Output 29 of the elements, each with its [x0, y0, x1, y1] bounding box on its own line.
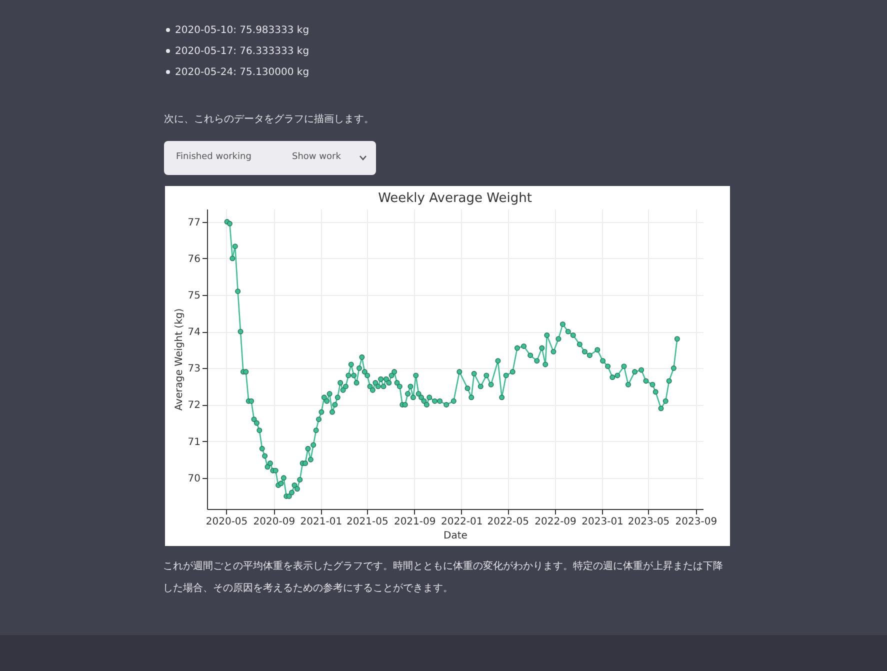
y-tick-label: 75	[188, 290, 200, 302]
y-tick-label: 74	[188, 327, 200, 338]
x-tick-label: 2020-05	[206, 516, 248, 528]
text: これが週間ごとの平均体重を表示したグラフです。時間とともに体重の変化がわかります。特定の週に体重が上昇または下降した場合、その原因を考えるための参考にすることができます。	[163, 560, 723, 596]
x-tick-label: 2023-05	[628, 516, 670, 528]
text: 2020-05-24: 75.130000 kg	[175, 67, 310, 78]
x-tick-label: 2023-01	[582, 516, 624, 528]
x-tick-label: 2020-09	[253, 516, 296, 528]
text: Finished working	[176, 152, 252, 162]
text: Show work	[292, 152, 341, 162]
x-tick-label: 2022-01	[440, 516, 483, 528]
x-axis-title: Date	[444, 530, 468, 542]
x-tick-label: 2022-09	[534, 516, 576, 528]
text: 2020-05-17: 76.333333 kg	[175, 46, 310, 57]
text: 次に、これらのデータをグラフに描画します。	[164, 112, 374, 126]
y-axis-title: Average Weight (kg)	[174, 308, 185, 411]
y-tick-label: 72	[188, 400, 200, 412]
y-tick-label: 73	[188, 364, 200, 375]
x-tick-label: 2021-05	[346, 516, 388, 528]
x-tick-label: 2023-09	[675, 516, 718, 528]
x-tick-label: 2022-05	[487, 516, 530, 528]
y-tick-label: 70	[188, 473, 200, 484]
y-tick-label: 76	[188, 254, 200, 265]
text: 2020-05-10: 75.983333 kg	[175, 25, 310, 36]
y-tick-label: 77	[188, 217, 200, 228]
x-tick-label: 2021-09	[394, 516, 436, 528]
x-tick-label: 2021-01	[300, 516, 342, 528]
chart-title: Weekly Average Weight	[378, 191, 532, 206]
y-tick-label: 71	[188, 436, 200, 448]
